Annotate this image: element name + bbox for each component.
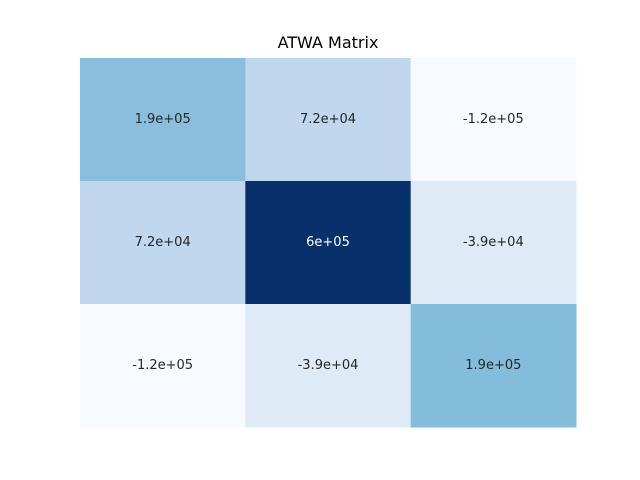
heatmap-cell [245,304,412,428]
heatmap-cell-label: -3.9e+04 [298,358,359,373]
heatmap-cell-label: 7.2e+04 [135,235,191,250]
heatmap-cell [410,181,577,305]
heatmap-cell-label: -3.9e+04 [463,235,524,250]
heatmap-cell-label: -1.2e+05 [132,358,193,373]
heatmap-cell [410,58,577,182]
heatmap-cell-label: 6e+05 [306,235,350,250]
heatmap-cell [245,181,412,305]
heatmap-cell-label: -1.2e+05 [463,112,524,127]
heatmap-cell-label: 1.9e+05 [465,358,521,373]
heatmap-cell [245,58,412,182]
heatmap-cell [80,58,246,182]
chart-title: ATWA Matrix [277,33,379,52]
heatmap-cell [80,304,246,428]
heatmap-cell [410,304,577,428]
heatmap-cell-label: 1.9e+05 [135,112,191,127]
heatmap-cell [80,181,246,305]
heatmap-cell-label: 7.2e+04 [300,112,356,127]
